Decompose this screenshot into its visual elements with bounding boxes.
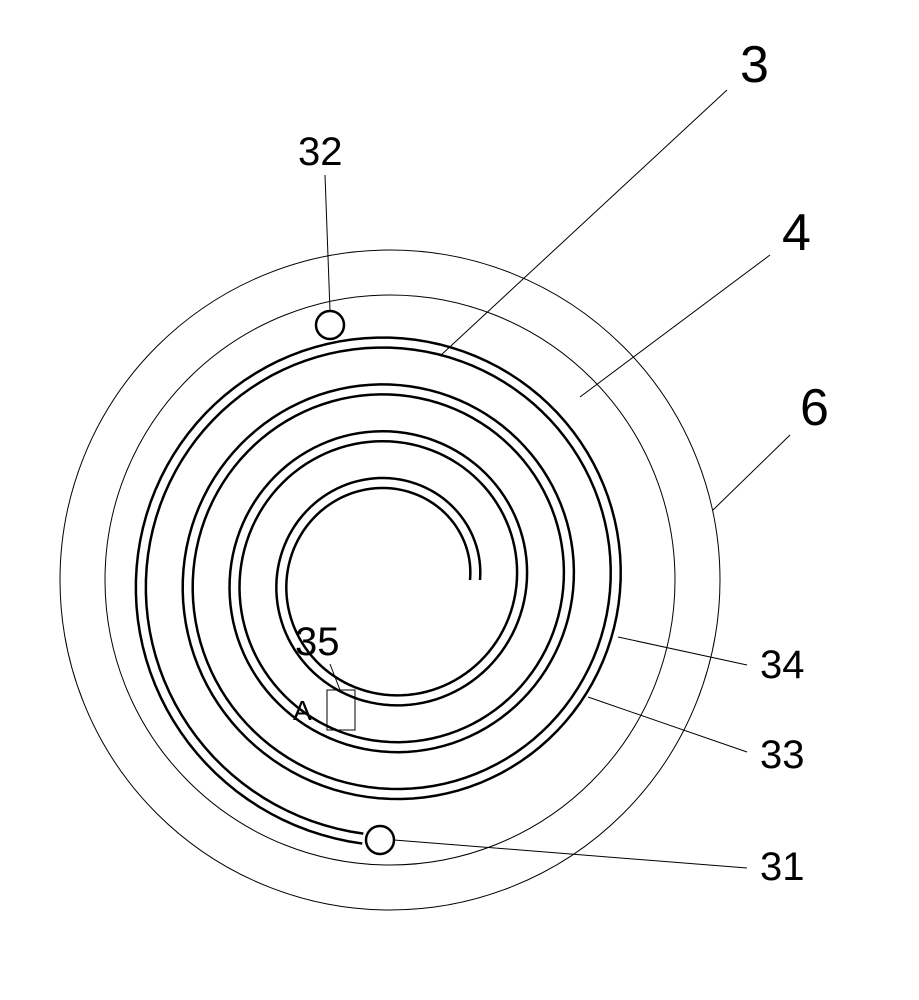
label-L32: 32 [298, 130, 343, 174]
label-L34: 34 [760, 643, 805, 687]
label-LA: A [293, 695, 312, 726]
label-L31: 31 [760, 845, 805, 889]
label-L35: 35 [295, 620, 340, 664]
label-L4: 4 [782, 204, 811, 262]
label-L3: 3 [740, 36, 769, 94]
label-L33: 33 [760, 733, 805, 777]
label-L6: 6 [800, 379, 829, 437]
